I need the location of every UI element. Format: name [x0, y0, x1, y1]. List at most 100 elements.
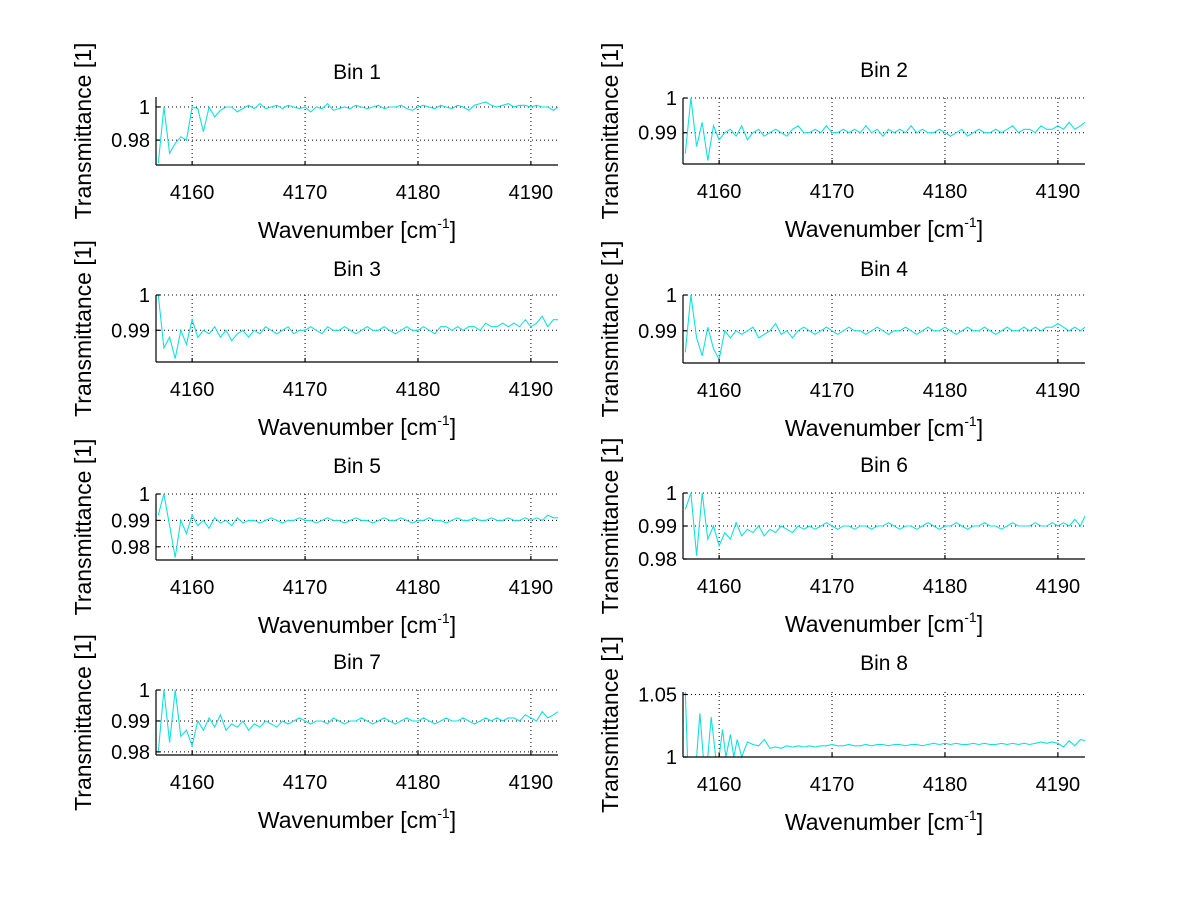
x-axis-label-end: ] — [977, 809, 983, 835]
subplot-title: Bin 2 — [860, 59, 908, 82]
subplot-2: 4160 4170 4180 4190 0.99 1 Bin 2 Wavenumber [cm… — [597, 43, 1086, 242]
x-axis-label-end: ] — [450, 807, 456, 833]
x-axis-label-main: Wavenumber [cm — [785, 415, 964, 441]
x-axis-label-superscript: -1 — [964, 609, 977, 625]
subplot-8: 4160 4170 4180 4190 1 1.05 Bin 8 Wavenumber [cm… — [597, 636, 1086, 835]
x-tick-label: 4190 — [1036, 181, 1081, 203]
x-axis-label-main: Wavenumber [cm — [258, 612, 437, 638]
x-axis-label-main: Wavenumber [cm — [258, 807, 437, 833]
y-axis-label: Transmittance [1] — [597, 241, 623, 418]
x-tick-label: 4180 — [923, 774, 968, 796]
x-tick-label: 4170 — [283, 772, 328, 794]
subplot-4: 4160 4170 4180 4190 0.99 1 Bin 4 Wavenumber [cm… — [597, 241, 1086, 441]
y-axis-label: Transmittance [1] — [70, 43, 96, 220]
x-tick-label: 4180 — [396, 379, 441, 401]
x-axis-label-superscript: -1 — [437, 610, 450, 626]
x-tick-label: 4170 — [283, 379, 328, 401]
x-axis-label-superscript: -1 — [437, 215, 450, 231]
y-tick-label: 0.98 — [111, 130, 150, 152]
y-tick-label: 1 — [139, 285, 150, 307]
x-axis-label: Wavenumber [cm-1] — [258, 805, 456, 833]
x-tick-label: 4160 — [170, 379, 215, 401]
series-line-bin-7 — [157, 689, 559, 752]
y-tick-label: 1 — [139, 97, 150, 119]
x-axis-label-superscript: -1 — [964, 807, 977, 823]
x-tick-label: 4180 — [923, 576, 968, 598]
x-tick-label: 4170 — [283, 182, 328, 204]
x-tick-label: 4160 — [697, 576, 742, 598]
y-tick-label: 1 — [666, 747, 677, 769]
x-axis-label-superscript: -1 — [437, 805, 450, 821]
x-axis-label-main: Wavenumber [cm — [258, 414, 437, 440]
series-line-bin-6 — [684, 492, 1086, 556]
y-tick-label: 1 — [666, 285, 677, 307]
subplot-6: 4160 4170 4180 4190 0.98 0.99 1 Bin 6 Wavenumber… — [597, 438, 1086, 637]
x-tick-label: 4160 — [697, 181, 742, 203]
y-axis-label: Transmittance [1] — [597, 43, 623, 220]
x-tick-label: 4170 — [283, 577, 328, 599]
x-tick-label: 4190 — [509, 379, 554, 401]
x-tick-label: 4170 — [810, 380, 855, 402]
y-tick-label: 1 — [139, 484, 150, 506]
y-tick-label: 1 — [666, 483, 677, 505]
x-axis-label: Wavenumber [cm-1] — [258, 215, 456, 243]
x-axis-label: Wavenumber [cm-1] — [785, 609, 983, 637]
x-axis-label-superscript: -1 — [964, 214, 977, 230]
y-tick-label: 1 — [666, 88, 677, 110]
x-tick-label: 4170 — [810, 576, 855, 598]
subplot-7: 4160 4170 4180 4190 0.98 0.99 1 Bin 7 Wavenumber… — [70, 634, 559, 833]
x-axis-label-superscript: -1 — [437, 412, 450, 428]
y-tick-label: 0.98 — [638, 549, 677, 571]
x-axis-label-main: Wavenumber [cm — [258, 217, 437, 243]
series-line-bin-8 — [684, 691, 1086, 759]
y-tick-label: 0.99 — [111, 320, 150, 342]
y-tick-label: 0.99 — [638, 123, 677, 145]
x-tick-label: 4180 — [396, 772, 441, 794]
y-tick-label: 0.98 — [111, 742, 150, 764]
y-axis-label: Transmittance [1] — [597, 438, 623, 615]
x-tick-label: 4180 — [923, 380, 968, 402]
y-tick-label: 0.98 — [111, 537, 150, 559]
x-tick-label: 4190 — [509, 772, 554, 794]
x-tick-label: 4160 — [170, 772, 215, 794]
x-axis-label-end: ] — [450, 612, 456, 638]
x-tick-label: 4180 — [396, 577, 441, 599]
x-axis-label-end: ] — [450, 414, 456, 440]
x-tick-label: 4190 — [1036, 380, 1081, 402]
x-tick-label: 4180 — [923, 181, 968, 203]
x-tick-label: 4160 — [697, 774, 742, 796]
x-tick-label: 4180 — [396, 182, 441, 204]
y-axis-label: Transmittance [1] — [70, 439, 96, 616]
subplot-3: 4160 4170 4180 4190 0.99 1 Bin 3 Wavenumber [cm… — [70, 240, 558, 440]
series-line-bin-1 — [157, 101, 559, 164]
x-axis-label-end: ] — [977, 415, 983, 441]
subplot-title: Bin 3 — [333, 258, 381, 281]
series-line-bin-3 — [157, 294, 558, 359]
y-axis-label: Transmittance [1] — [70, 634, 96, 811]
x-axis-label-main: Wavenumber [cm — [785, 216, 964, 242]
x-tick-label: 4190 — [509, 577, 554, 599]
subplot-title: Bin 5 — [333, 455, 381, 478]
x-tick-label: 4160 — [170, 182, 215, 204]
x-tick-label: 4170 — [810, 774, 855, 796]
y-tick-label: 1.05 — [638, 685, 677, 707]
y-tick-label: 0.99 — [638, 516, 677, 538]
series-line-bin-5 — [157, 493, 558, 558]
x-axis-label-end: ] — [977, 216, 983, 242]
x-axis-label: Wavenumber [cm-1] — [785, 214, 983, 242]
y-tick-label: 0.99 — [111, 510, 150, 532]
x-axis-label: Wavenumber [cm-1] — [258, 610, 456, 638]
x-axis-label-end: ] — [450, 217, 456, 243]
x-axis-label-superscript: -1 — [964, 413, 977, 429]
subplot-title: Bin 6 — [860, 454, 908, 477]
series-line-bin-4 — [684, 294, 1086, 362]
x-axis-label: Wavenumber [cm-1] — [785, 807, 983, 835]
y-tick-label: 0.99 — [111, 711, 150, 733]
x-tick-label: 4170 — [810, 181, 855, 203]
subplot-5: 4160 4170 4180 4190 0.98 0.99 1 Bin 5 Wavenumber… — [70, 439, 558, 638]
y-axis-label: Transmittance [1] — [597, 636, 623, 813]
subplot-1: 4160 4170 4180 4190 0.98 1 Bin 1 Wavenumber [cm… — [70, 43, 559, 243]
x-axis-label-main: Wavenumber [cm — [785, 809, 964, 835]
x-tick-label: 4160 — [697, 380, 742, 402]
